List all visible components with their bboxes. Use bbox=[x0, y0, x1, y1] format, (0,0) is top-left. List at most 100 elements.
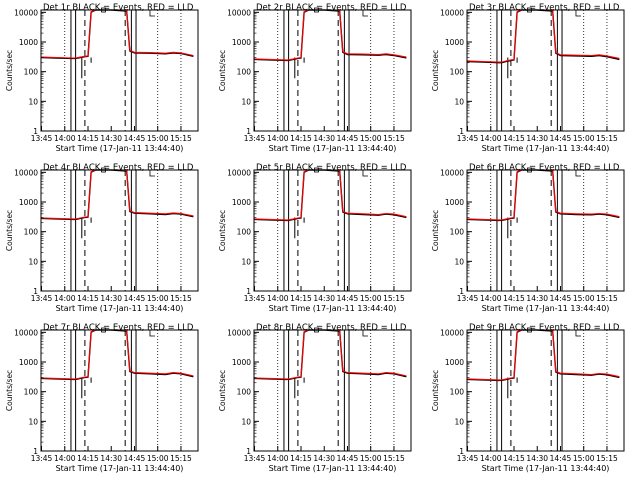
x-tick-label: 13:45 bbox=[457, 134, 479, 143]
y-tick-label: 10 bbox=[28, 257, 38, 266]
x-tick-label: 14:45 bbox=[550, 134, 572, 143]
lld-series-line bbox=[41, 169, 194, 220]
x-tick-label: 15:00 bbox=[573, 134, 595, 143]
x-tick-label: 14:00 bbox=[267, 134, 289, 143]
y-tick-label: 10 bbox=[28, 417, 38, 426]
panel-title: Det 2r BLACK = Events, RED = LLD bbox=[256, 3, 407, 13]
lld-series-line bbox=[254, 169, 407, 221]
detector-panel: Det 1r BLACK = Events, RED = LLD 1 10 100 10… bbox=[5, 3, 199, 153]
y-tick-label: 10000 bbox=[227, 168, 251, 177]
events-series-line bbox=[467, 169, 620, 222]
x-tick-label: 14:45 bbox=[550, 454, 572, 463]
y-tick-label: 1 bbox=[459, 287, 464, 296]
x-tick-label: 14:30 bbox=[313, 134, 335, 143]
plot-frame bbox=[466, 329, 625, 452]
y-tick-label: 1000 bbox=[445, 38, 464, 47]
x-tick-label: 13:45 bbox=[457, 294, 479, 303]
x-tick-label: 14:30 bbox=[313, 294, 335, 303]
y-tick-label: 10 bbox=[28, 97, 38, 106]
y-tick-label: 1000 bbox=[445, 198, 464, 207]
y-tick-label: 100 bbox=[237, 228, 252, 237]
panel-title: Det 1r BLACK = Events, RED = LLD bbox=[43, 3, 194, 13]
x-tick-label: 15:00 bbox=[360, 454, 382, 463]
y-tick-label: 100 bbox=[24, 228, 39, 237]
x-tick-label: 15:15 bbox=[596, 454, 618, 463]
y-tick-label: 10000 bbox=[14, 328, 38, 337]
y-tick-label: 10000 bbox=[440, 328, 464, 337]
x-tick-label: 14:15 bbox=[290, 294, 312, 303]
plot-frame bbox=[253, 169, 412, 292]
lld-series-line bbox=[41, 329, 194, 380]
events-series-line bbox=[254, 9, 407, 62]
x-tick-label: 15:15 bbox=[596, 294, 618, 303]
y-tick-label: 1 bbox=[33, 447, 38, 456]
y-tick-label: 1 bbox=[33, 127, 38, 136]
x-tick-label: 15:15 bbox=[170, 134, 192, 143]
x-tick-label: 14:45 bbox=[124, 454, 146, 463]
x-tick-label: 14:30 bbox=[100, 454, 122, 463]
y-tick-label: 1 bbox=[246, 447, 251, 456]
plot-frame bbox=[253, 329, 412, 452]
panel-title: Det 6r BLACK = Events, RED = LLD bbox=[469, 163, 620, 173]
x-tick-label: 15:00 bbox=[147, 294, 169, 303]
y-axis-label: Counts/sec bbox=[218, 50, 227, 91]
x-tick-label: 14:45 bbox=[337, 294, 359, 303]
y-tick-label: 1000 bbox=[19, 198, 38, 207]
y-tick-label: 1000 bbox=[232, 38, 251, 47]
x-axis-label: Start Time (17-Jan-11 13:44:40) bbox=[56, 144, 184, 153]
x-tick-label: 15:15 bbox=[170, 294, 192, 303]
bracket-marker bbox=[149, 170, 155, 177]
x-tick-label: 15:15 bbox=[596, 134, 618, 143]
x-axis-label: Start Time (17-Jan-11 13:44:40) bbox=[482, 304, 610, 313]
x-tick-label: 14:30 bbox=[526, 454, 548, 463]
x-tick-label: 14:30 bbox=[526, 134, 548, 143]
x-tick-label: 13:45 bbox=[31, 294, 53, 303]
bracket-marker bbox=[149, 330, 155, 337]
lld-series-line bbox=[254, 9, 407, 61]
plot-frame bbox=[40, 169, 199, 292]
bracket-marker bbox=[575, 170, 581, 177]
x-tick-label: 14:30 bbox=[100, 294, 122, 303]
y-axis-label: Counts/sec bbox=[431, 50, 440, 91]
y-tick-label: 10 bbox=[241, 97, 251, 106]
x-axis-label: Start Time (17-Jan-11 13:44:40) bbox=[269, 464, 397, 473]
x-axis-label: Start Time (17-Jan-11 13:44:40) bbox=[269, 304, 397, 313]
x-tick-label: 15:00 bbox=[573, 294, 595, 303]
x-tick-label: 15:15 bbox=[383, 134, 405, 143]
detector-panel: Det 2r BLACK = Events, RED = LLD 1 10 100 10… bbox=[218, 3, 412, 153]
x-tick-label: 13:45 bbox=[244, 134, 266, 143]
x-tick-label: 14:15 bbox=[290, 454, 312, 463]
y-tick-label: 10 bbox=[454, 257, 464, 266]
panel-title: Det 3r BLACK = Events, RED = LLD bbox=[469, 3, 620, 13]
y-tick-label: 10000 bbox=[440, 168, 464, 177]
y-tick-label: 100 bbox=[24, 68, 39, 77]
x-axis-label: Start Time (17-Jan-11 13:44:40) bbox=[269, 144, 397, 153]
x-tick-label: 14:00 bbox=[54, 294, 76, 303]
bracket-marker bbox=[575, 10, 581, 17]
events-series-line bbox=[41, 329, 194, 381]
y-tick-label: 1000 bbox=[445, 358, 464, 367]
y-axis-label: Counts/sec bbox=[5, 370, 14, 411]
x-tick-label: 14:45 bbox=[550, 294, 572, 303]
y-tick-label: 1000 bbox=[232, 358, 251, 367]
y-axis-label: Counts/sec bbox=[431, 210, 440, 251]
detector-panel: Det 8r BLACK = Events, RED = LLD 1 10 100 10… bbox=[218, 323, 412, 473]
y-tick-label: 100 bbox=[450, 228, 465, 237]
detector-panel: Det 9r BLACK = Events, RED = LLD 1 10 100 10… bbox=[431, 323, 625, 473]
x-tick-label: 14:00 bbox=[54, 134, 76, 143]
panel-title: Det 5r BLACK = Events, RED = LLD bbox=[256, 163, 407, 173]
lld-series-line bbox=[467, 169, 620, 221]
events-series-line bbox=[41, 9, 194, 60]
x-tick-label: 13:45 bbox=[244, 454, 266, 463]
y-axis-label: Counts/sec bbox=[5, 210, 14, 251]
x-tick-label: 14:15 bbox=[77, 134, 99, 143]
events-series-line bbox=[254, 329, 407, 381]
y-tick-label: 10 bbox=[454, 417, 464, 426]
y-tick-label: 100 bbox=[237, 388, 252, 397]
x-tick-label: 15:15 bbox=[170, 454, 192, 463]
y-tick-label: 100 bbox=[24, 388, 39, 397]
x-tick-label: 14:30 bbox=[313, 454, 335, 463]
detector-panel: Det 7r BLACK = Events, RED = LLD 1 10 100 10… bbox=[5, 323, 199, 473]
x-tick-label: 13:45 bbox=[31, 454, 53, 463]
